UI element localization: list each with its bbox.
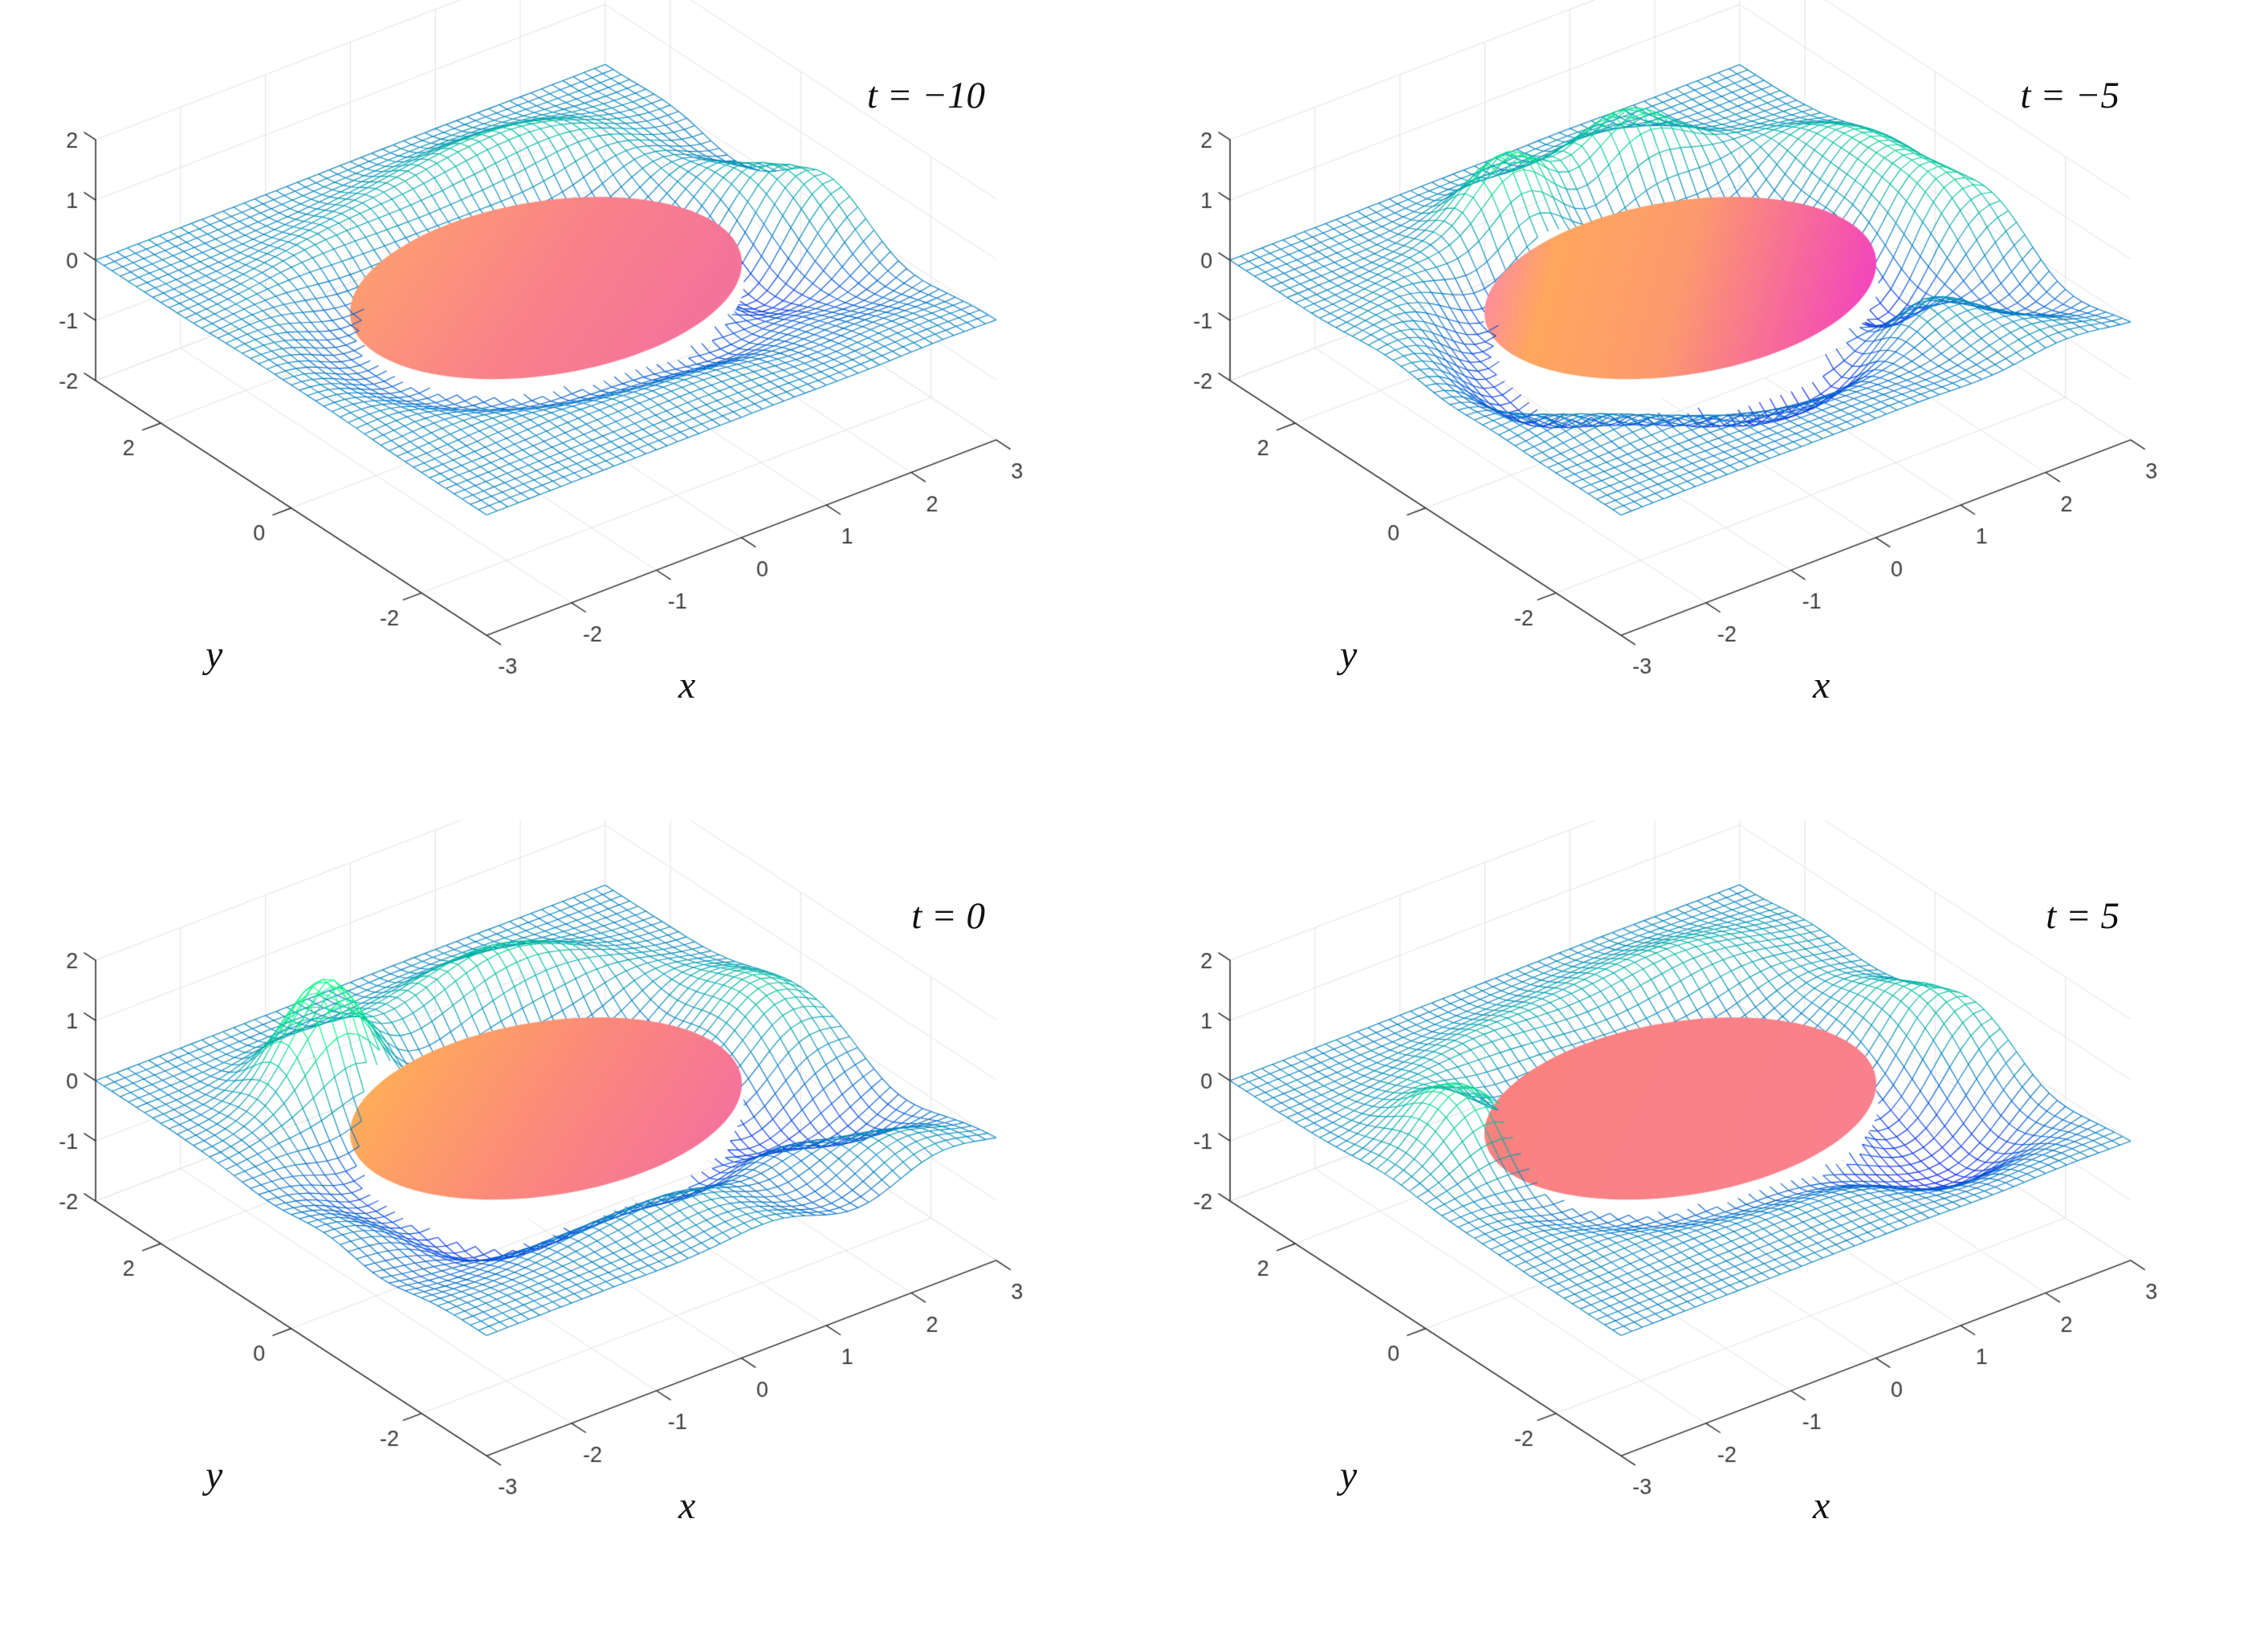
- x-axis-label: x: [1813, 1484, 1830, 1527]
- plot-title: t = 0: [911, 895, 985, 937]
- x-axis-label: x: [678, 1484, 696, 1527]
- 3d-plot-canvas: [0, 0, 1134, 820]
- plot-title: t = −10: [867, 75, 985, 116]
- subplot-t-5: t = 5 x y: [1134, 820, 2268, 1641]
- 3d-plot-canvas: [1134, 0, 2268, 820]
- 3d-plot-canvas: [1134, 820, 2268, 1641]
- y-axis-label: y: [1340, 633, 1358, 676]
- 3d-plot-canvas: [0, 820, 1134, 1641]
- subplot-t-0: t = 0 x y: [0, 820, 1134, 1641]
- plot-title: t = −5: [2020, 75, 2120, 116]
- x-axis-label: x: [678, 664, 696, 706]
- y-axis-label: y: [206, 633, 223, 676]
- subplot-t-minus-5: t = −5 x y: [1134, 0, 2268, 820]
- y-axis-label: y: [206, 1454, 223, 1496]
- y-axis-label: y: [1340, 1454, 1358, 1496]
- plot-title: t = 5: [2046, 895, 2119, 937]
- subplot-t-minus-10: t = −10 x y: [0, 0, 1134, 820]
- x-axis-label: x: [1813, 664, 1830, 706]
